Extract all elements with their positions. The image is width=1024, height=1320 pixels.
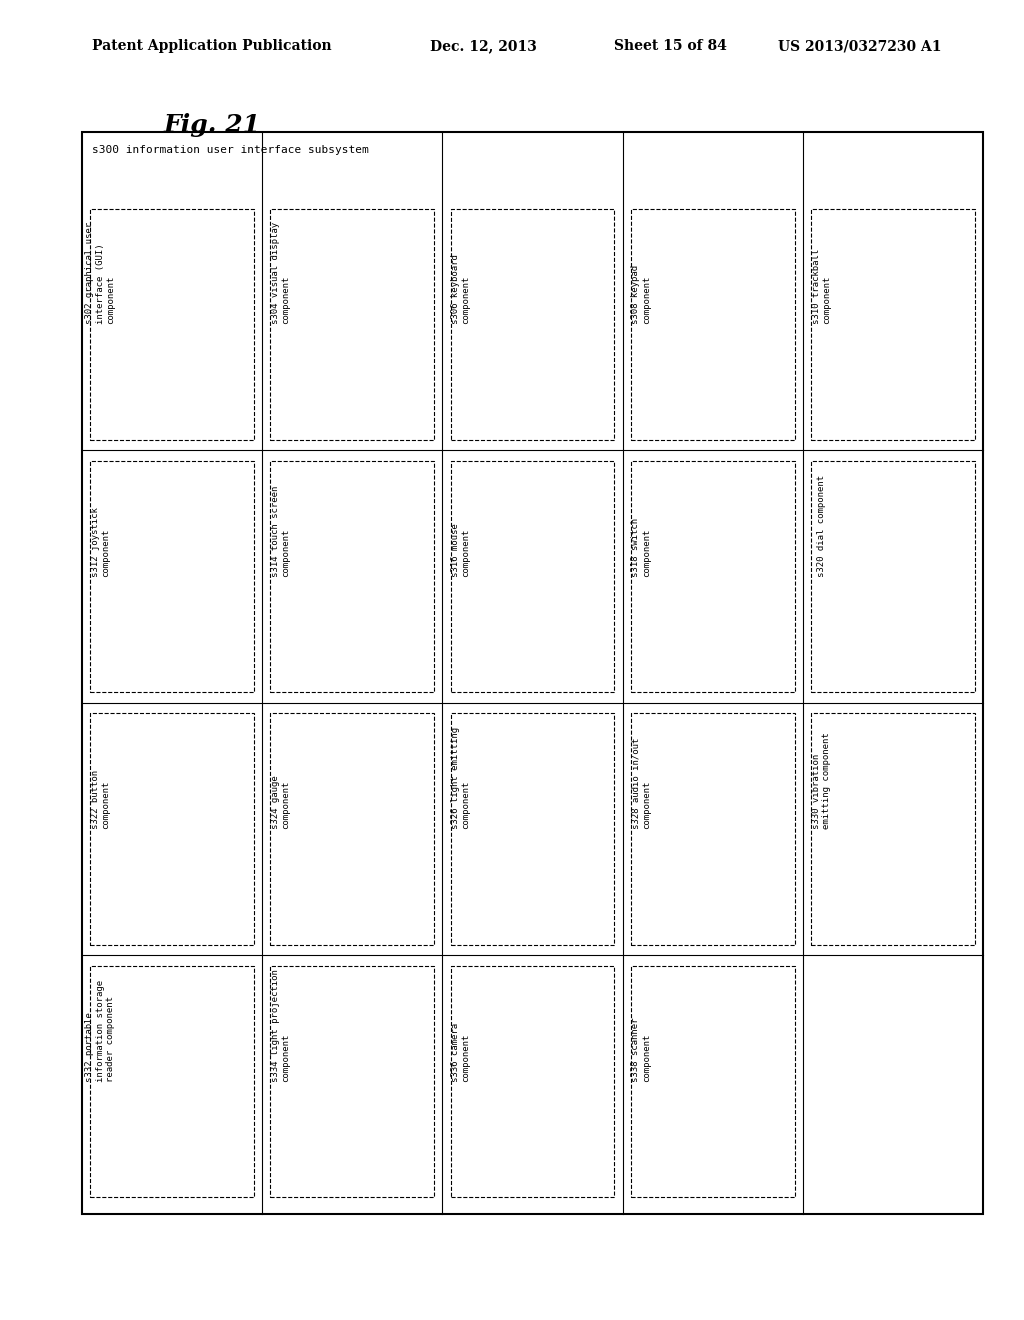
Text: Dec. 12, 2013: Dec. 12, 2013 [430,40,537,53]
Text: s336 camera
component: s336 camera component [452,1023,470,1081]
Bar [90,209,254,440]
Bar [451,966,614,1197]
Bar [90,966,254,1197]
Bar [631,966,795,1197]
Bar [451,714,614,945]
Text: s302 graphical user
interface (GUI)
component: s302 graphical user interface (GUI) comp… [85,222,116,325]
Bar [451,461,614,693]
Bar [82,132,983,1214]
Bar [270,461,434,693]
Bar [90,714,254,945]
Bar [811,461,975,693]
Text: US 2013/0327230 A1: US 2013/0327230 A1 [778,40,942,53]
Text: s300 information user interface subsystem: s300 information user interface subsyste… [92,145,369,156]
Bar [270,714,434,945]
Text: s306 keyboard
component: s306 keyboard component [452,255,470,325]
Text: s324 gauge
component: s324 gauge component [271,775,290,829]
Text: s334 light projection
component: s334 light projection component [271,969,290,1081]
Text: Sheet 15 of 84: Sheet 15 of 84 [614,40,727,53]
Text: s326 light emitting
component: s326 light emitting component [452,727,470,829]
Bar [451,209,614,440]
Bar [811,209,975,440]
Bar [631,461,795,693]
Text: s330 vibration
emitting component: s330 vibration emitting component [812,733,830,829]
Bar [811,714,975,945]
Text: s332 portable
information storage
reader component: s332 portable information storage reader… [85,979,116,1081]
Text: s316 mouse
component: s316 mouse component [452,523,470,577]
Bar [270,209,434,440]
Text: s322 button
component: s322 button component [91,770,110,829]
Text: s338 scanner
component: s338 scanner component [632,1018,650,1081]
Text: s304 visual display
component: s304 visual display component [271,222,290,325]
Bar [90,461,254,693]
Text: s314 touch screen
component: s314 touch screen component [271,486,290,577]
Bar [631,714,795,945]
Text: s328 audio in/out
component: s328 audio in/out component [632,738,650,829]
Text: s312 joystick
component: s312 joystick component [91,507,110,577]
Bar [631,209,795,440]
Text: s310 trackball
component: s310 trackball component [812,249,830,325]
Text: s318 switch
component: s318 switch component [632,517,650,577]
Text: s308 keypad
component: s308 keypad component [632,265,650,325]
Text: s320 dial component: s320 dial component [817,475,825,577]
Text: Fig. 21: Fig. 21 [164,114,261,137]
Text: Patent Application Publication: Patent Application Publication [92,40,332,53]
Bar [270,966,434,1197]
